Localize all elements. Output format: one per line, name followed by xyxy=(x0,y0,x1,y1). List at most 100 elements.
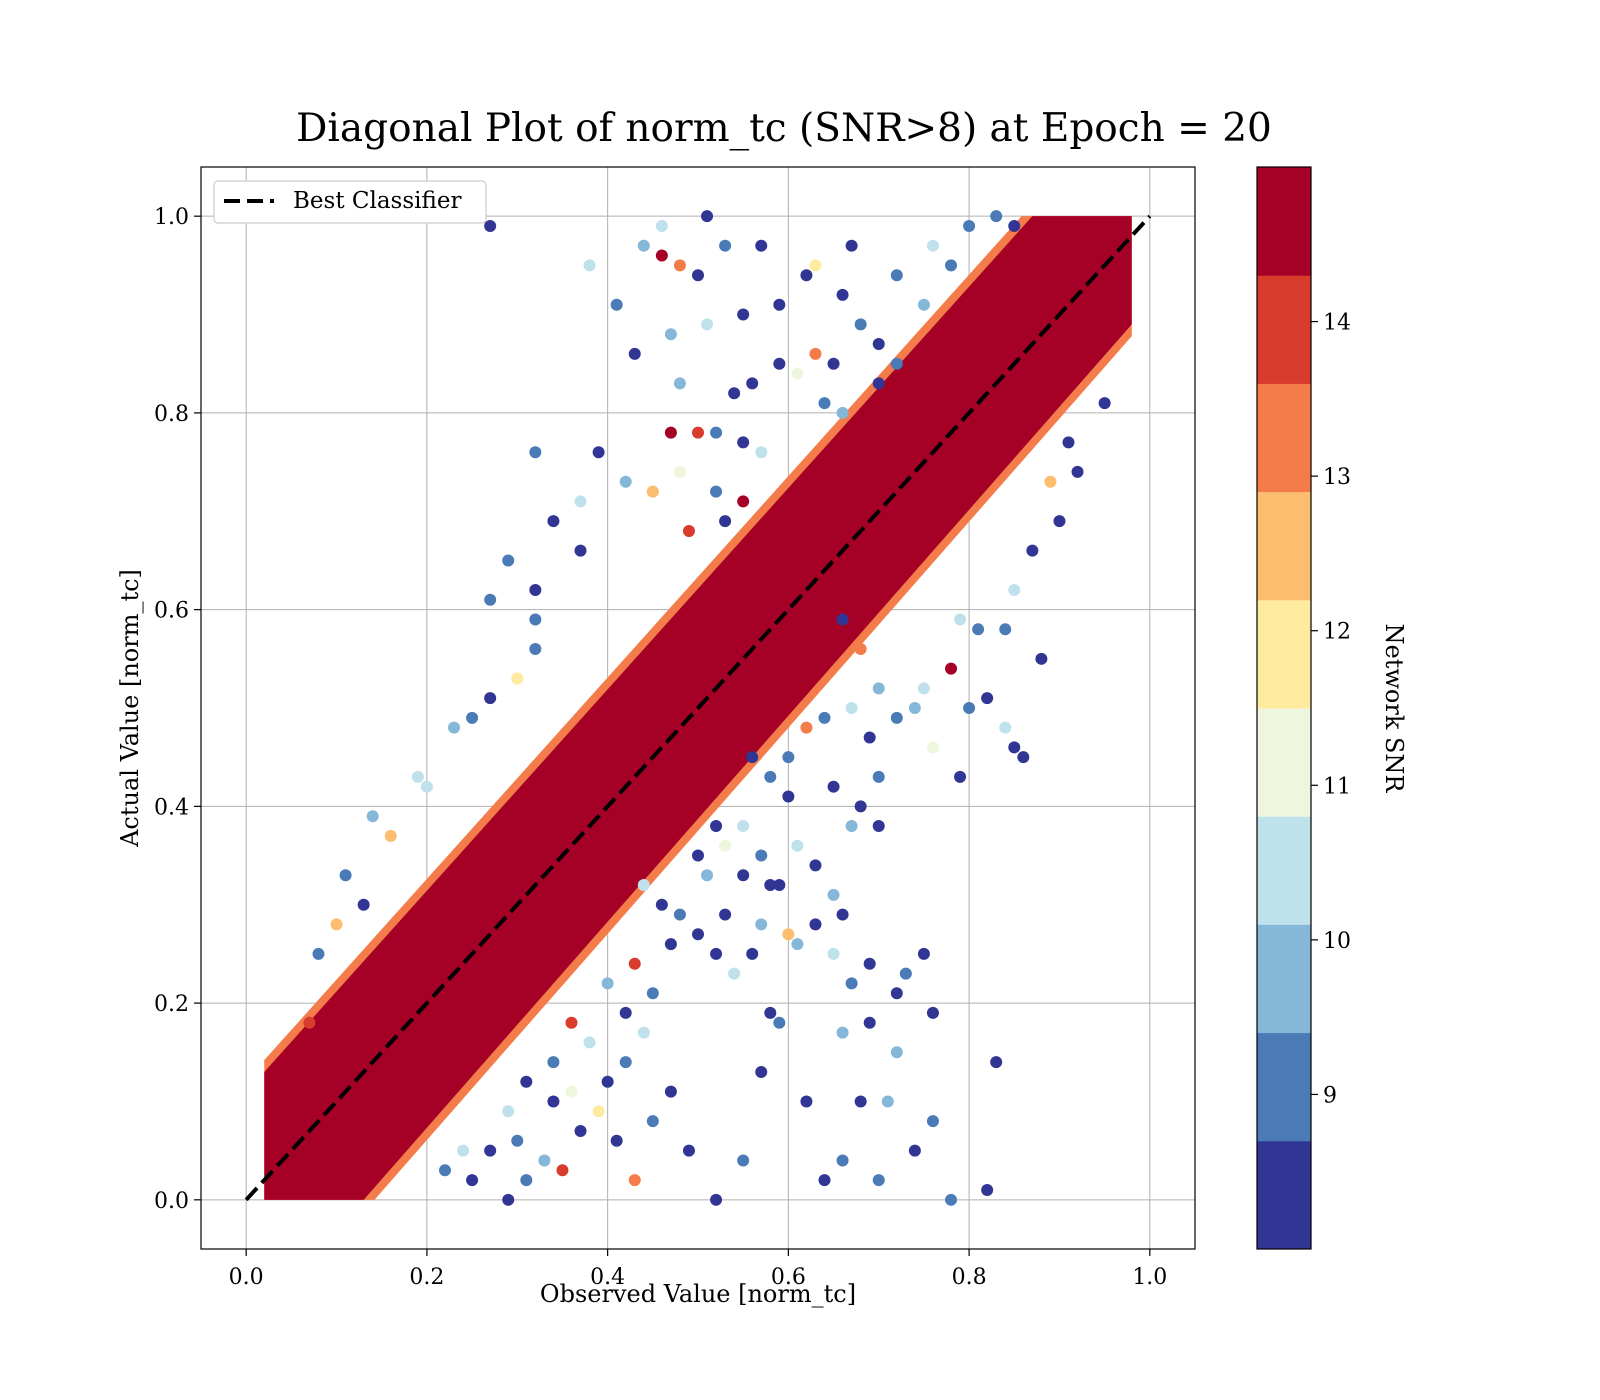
scatter-point xyxy=(547,515,560,528)
scatter-point xyxy=(954,770,967,783)
scatter-point xyxy=(303,1016,316,1029)
scatter-point xyxy=(890,987,903,1000)
scatter-point xyxy=(782,928,795,941)
scatter-point xyxy=(664,328,677,341)
scatter-point xyxy=(890,269,903,282)
scatter-point xyxy=(963,702,976,714)
scatter-point xyxy=(800,1095,813,1108)
scatter-point xyxy=(411,770,424,783)
scatter-point xyxy=(1008,220,1021,233)
scatter-point xyxy=(854,1095,867,1108)
scatter-point xyxy=(565,1016,578,1029)
scatter-point xyxy=(926,1006,939,1019)
scatter-point xyxy=(673,908,686,921)
scatter-point xyxy=(655,249,668,262)
scatter-point xyxy=(619,1006,632,1019)
scatter-point xyxy=(773,1016,786,1029)
colorbar-bin xyxy=(1257,816,1311,925)
plot-area: 0.0 0.2 0.4 0.6 0.8 1.0 0.0 0.2 0.4 0.6 0.8 1.0 Be… xyxy=(154,166,1196,1290)
scatter-point xyxy=(809,259,822,272)
x-tick-label: 0.8 xyxy=(952,1265,987,1290)
scatter-point xyxy=(1026,544,1039,557)
scatter-point xyxy=(845,977,858,990)
scatter-point xyxy=(782,790,795,803)
colorbar-bins xyxy=(1257,167,1311,1250)
scatter-point xyxy=(809,918,822,931)
scatter-point xyxy=(999,721,1012,734)
scatter-point xyxy=(755,918,768,931)
scatter-point xyxy=(692,269,704,282)
scatter-point xyxy=(800,721,813,734)
scatter-point xyxy=(646,1115,659,1128)
scatter-point xyxy=(908,1144,921,1157)
scatter-point xyxy=(818,397,831,410)
scatter-point xyxy=(999,623,1012,636)
colorbar-tick-label: 12 xyxy=(1323,620,1351,645)
scatter-point xyxy=(791,839,804,852)
scatter-point xyxy=(484,220,497,233)
scatter-point xyxy=(655,220,668,233)
colorbar-tick-label: 13 xyxy=(1323,465,1351,490)
scatter-point xyxy=(827,947,840,960)
y-axis-label: Actual Value [norm_tc] xyxy=(116,569,144,848)
scatter-point xyxy=(547,1095,560,1108)
scatter-point xyxy=(692,928,704,941)
scatter-point xyxy=(1071,465,1084,478)
legend-label: Best Classifier xyxy=(293,188,461,214)
scatter-point xyxy=(1062,436,1075,449)
scatter-point xyxy=(773,879,786,892)
colorbar-bin xyxy=(1257,275,1311,384)
scatter-point xyxy=(827,888,840,901)
scatter-point xyxy=(836,613,849,626)
scatter-point xyxy=(827,780,840,793)
scatter-point xyxy=(710,426,723,439)
scatter-point xyxy=(682,1144,695,1157)
y-tick-label: 0.0 xyxy=(154,1189,189,1214)
chart-title: Diagonal Plot of norm_tc (SNR>8) at Epoc… xyxy=(296,106,1272,151)
scatter-point xyxy=(682,524,695,537)
x-tick-label: 0.2 xyxy=(409,1265,444,1290)
scatter-point xyxy=(664,426,677,439)
colorbar-bin xyxy=(1257,491,1311,601)
scatter-point xyxy=(592,446,605,459)
scatter-point xyxy=(583,1036,596,1049)
scatter-point xyxy=(737,308,750,321)
y-tick-label: 0.4 xyxy=(154,795,189,820)
scatter-point xyxy=(619,475,632,488)
colorbar-bin xyxy=(1257,383,1311,493)
scatter-point xyxy=(701,318,714,331)
scatter-point xyxy=(908,702,921,714)
scatter-point xyxy=(520,1174,533,1187)
x-axis-label: Observed Value [norm_tc] xyxy=(540,1280,856,1308)
colorbar-ticks: 9 10 11 12 13 14 xyxy=(1311,311,1351,1108)
scatter-point xyxy=(954,613,967,626)
scatter-point xyxy=(628,1174,641,1187)
legend: Best Classifier xyxy=(213,180,487,224)
x-tick-label: 0.0 xyxy=(229,1265,264,1290)
scatter-point xyxy=(945,662,958,675)
scatter-point xyxy=(502,1105,515,1118)
colorbar-bin xyxy=(1257,599,1311,709)
colorbar-tick-label: 9 xyxy=(1323,1083,1337,1108)
scatter-point xyxy=(917,298,930,311)
scatter-point xyxy=(963,220,976,233)
scatter-point xyxy=(737,436,750,449)
scatter-point xyxy=(610,1134,623,1147)
colorbar-bin xyxy=(1257,708,1311,817)
scatter-point xyxy=(945,259,958,272)
scatter-point xyxy=(981,692,994,705)
scatter-point xyxy=(502,554,515,567)
scatter-point xyxy=(556,1164,569,1177)
scatter-point xyxy=(845,820,858,833)
best-classifier-line xyxy=(244,214,1152,1202)
scatter-point xyxy=(637,239,650,252)
scatter-point xyxy=(728,967,741,980)
y-tick-label: 0.6 xyxy=(154,599,189,624)
scatter-point xyxy=(845,702,858,714)
scatter-point xyxy=(764,879,777,892)
scatter-point xyxy=(827,357,840,370)
scatter-point xyxy=(484,593,497,606)
scatter-point xyxy=(574,495,587,508)
scatter-point xyxy=(366,810,379,823)
scatter-point xyxy=(890,711,903,724)
